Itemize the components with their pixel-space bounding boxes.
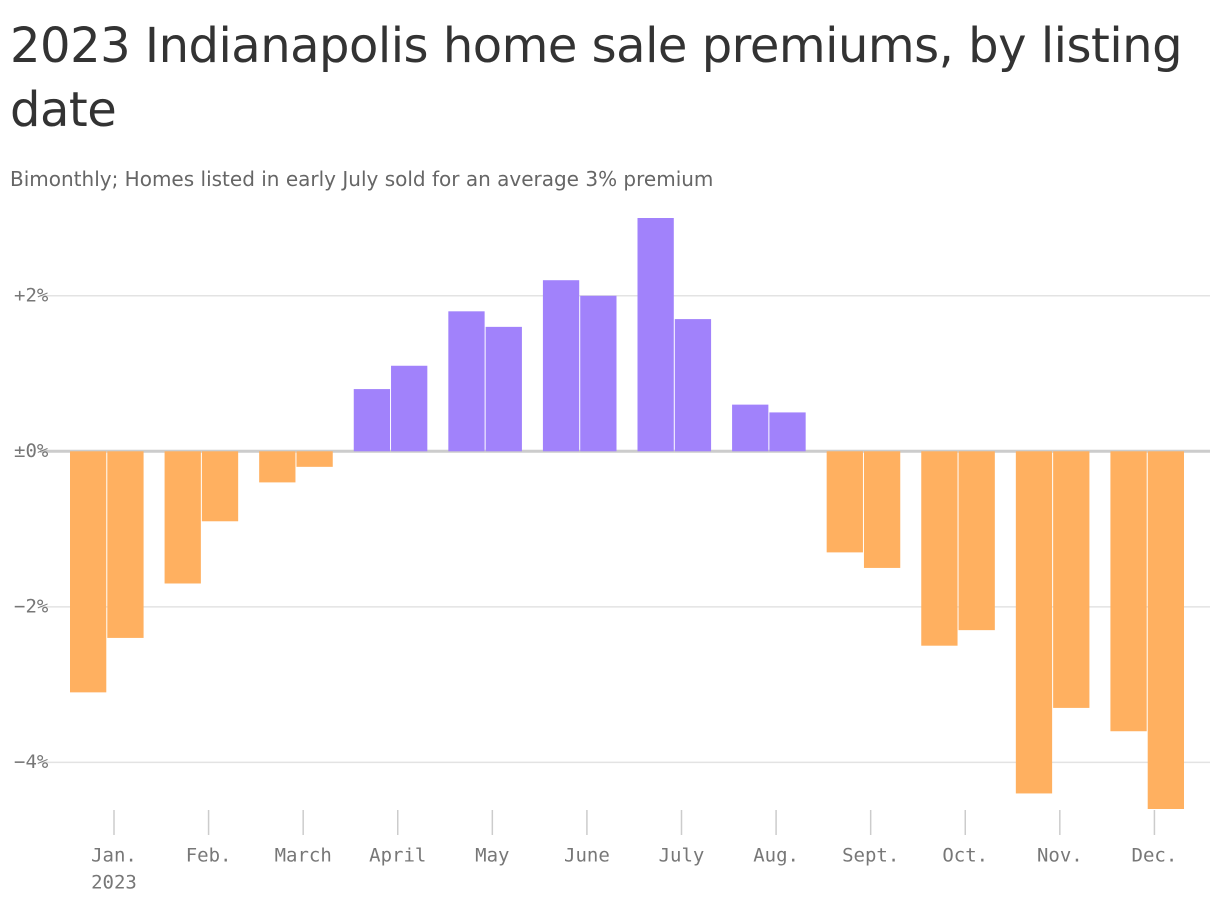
y-tick-label: −4% (14, 751, 49, 773)
bar (732, 404, 769, 452)
bar (1147, 451, 1184, 809)
bar (1015, 451, 1053, 794)
bar (259, 451, 296, 483)
bar (863, 451, 901, 568)
x-tick-label: July (659, 845, 705, 867)
x-tick-label: Nov. (1037, 845, 1083, 867)
x-tick-label: April (369, 845, 426, 867)
bar (448, 311, 485, 452)
y-tick-label: ±0% (14, 440, 49, 462)
x-year-label: 2023 (91, 872, 137, 894)
x-tick-label: Jan. (91, 845, 137, 867)
bar (353, 389, 391, 452)
bar (921, 451, 958, 646)
y-tick-label: −2% (14, 595, 49, 617)
chart-title: 2023 Indianapolis home sale premiums, by… (10, 18, 1183, 138)
x-tick-label: Aug. (753, 845, 799, 867)
x-tick-label: Dec. (1132, 845, 1178, 867)
bar (107, 451, 144, 638)
bar (580, 295, 617, 452)
x-tick-label: Sept. (842, 845, 899, 867)
bar (542, 280, 580, 452)
chart-subtitle: Bimonthly; Homes listed in early July so… (10, 167, 714, 191)
y-tick-label: +2% (14, 284, 49, 306)
bar (958, 451, 995, 631)
bar (1053, 451, 1090, 708)
x-tick-label: Oct. (942, 845, 988, 867)
x-tick-label: May (475, 845, 509, 867)
bar (637, 218, 674, 452)
bar (769, 412, 806, 452)
bar (826, 451, 863, 553)
bar (201, 451, 239, 522)
bar (164, 451, 201, 584)
x-tick-label: March (275, 845, 332, 867)
bar (391, 365, 428, 452)
bar (674, 319, 712, 452)
x-tick-label: Feb. (186, 845, 232, 867)
bar (296, 451, 333, 467)
bar (485, 326, 522, 452)
bar (70, 451, 107, 693)
x-tick-label: June (564, 845, 610, 867)
bar (1110, 451, 1147, 732)
